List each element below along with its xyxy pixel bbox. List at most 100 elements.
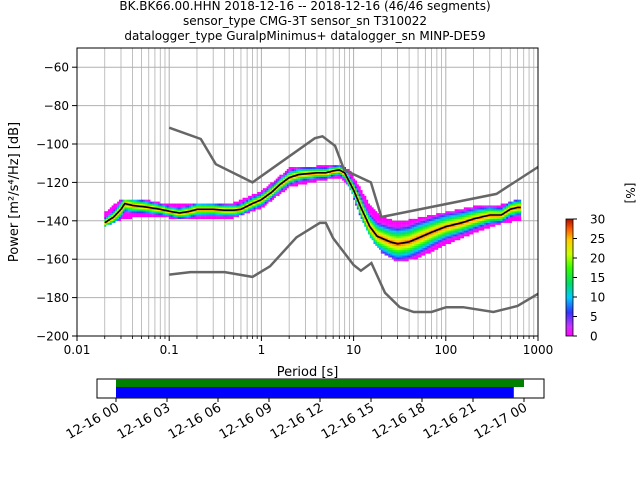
density-cell: [329, 165, 332, 168]
density-cell: [351, 174, 354, 177]
density-cell: [170, 216, 173, 220]
density-cell: [314, 178, 317, 181]
density-cell: [460, 211, 463, 214]
density-cell: [176, 209, 179, 212]
density-cell: [185, 215, 188, 218]
density-cell: [312, 178, 315, 181]
density-cell: [378, 232, 382, 235]
density-cell: [351, 184, 354, 187]
density-cell: [461, 236, 465, 239]
density-cell: [428, 247, 431, 250]
density-cell: [272, 188, 275, 191]
density-cell: [482, 205, 485, 208]
density-cell: [150, 215, 153, 218]
density-cell: [117, 205, 120, 208]
density-cell: [382, 216, 385, 220]
density-cell: [107, 222, 110, 225]
density-cell: [426, 230, 429, 233]
density-cell: [506, 220, 509, 223]
density-cell: [358, 213, 361, 216]
density-cell: [190, 216, 193, 220]
density-cell: [406, 224, 409, 227]
density-cell: [390, 222, 393, 225]
density-cell: [209, 205, 212, 208]
density-cell: [489, 213, 492, 216]
density-cell: [380, 238, 383, 241]
density-cell: [367, 205, 370, 208]
density-cell: [242, 205, 245, 208]
density-cell: [443, 240, 446, 243]
density-cell: [423, 241, 426, 245]
density-cell: [249, 195, 252, 198]
density-cell: [511, 216, 514, 220]
density-cell: [458, 220, 461, 223]
density-cell: [473, 220, 476, 223]
density-cell: [458, 218, 461, 221]
density-cell: [482, 218, 485, 221]
density-cell: [482, 211, 485, 214]
density-cell: [183, 215, 186, 218]
density-cell: [144, 209, 147, 212]
density-cell: [404, 253, 407, 256]
density-cell: [434, 232, 437, 235]
density-cell: [436, 216, 439, 220]
density-cell: [323, 178, 326, 181]
density-cell: [386, 238, 389, 241]
density-cell: [382, 243, 385, 246]
density-cell: [460, 234, 463, 237]
density-cell: [266, 197, 269, 200]
density-cell: [133, 207, 136, 210]
density-cell: [380, 245, 383, 248]
density-cell: [449, 240, 452, 243]
density-cell: [454, 228, 457, 231]
density-cell: [377, 222, 380, 225]
density-cell: [133, 201, 136, 204]
density-cell: [373, 211, 376, 214]
density-cell: [397, 240, 400, 243]
density-cell: [286, 184, 289, 187]
density-cell: [461, 209, 465, 212]
density-cell: [465, 224, 468, 227]
density-cell: [519, 213, 522, 216]
density-cell: [325, 172, 328, 175]
density-cell: [421, 230, 424, 233]
density-cell: [161, 211, 164, 214]
density-cell: [454, 211, 457, 214]
density-cell: [426, 245, 429, 248]
density-cell: [296, 167, 299, 170]
density-cell: [266, 199, 269, 202]
density-cell: [391, 243, 394, 246]
density-cell: [414, 234, 417, 237]
density-cell: [447, 218, 450, 221]
density-cell: [513, 211, 516, 214]
density-cell: [236, 201, 240, 204]
density-cell: [375, 241, 378, 245]
density-cell: [236, 213, 240, 216]
density-cell: [369, 211, 372, 214]
density-cell: [465, 226, 468, 229]
density-cell: [493, 220, 496, 223]
density-cell: [495, 209, 498, 212]
density-cell: [308, 167, 311, 170]
density-cell: [196, 215, 199, 218]
density-cell: [439, 243, 442, 246]
density-cell: [458, 211, 461, 214]
density-cell: [179, 203, 182, 206]
density-cell: [439, 240, 442, 243]
density-cell: [272, 182, 275, 185]
density-cell: [410, 232, 413, 235]
density-cell: [493, 215, 496, 218]
density-cell: [401, 249, 404, 252]
density-cell: [262, 190, 265, 193]
density-cell: [414, 236, 417, 239]
density-cell: [399, 259, 402, 262]
density-cell: [496, 216, 500, 220]
density-cell: [111, 209, 114, 212]
density-cell: [449, 232, 452, 235]
density-cell: [390, 234, 393, 237]
density-cell: [378, 241, 382, 245]
density-cell: [393, 238, 396, 241]
density-cell: [384, 234, 387, 237]
density-cell: [465, 213, 468, 216]
density-cell: [174, 213, 177, 216]
